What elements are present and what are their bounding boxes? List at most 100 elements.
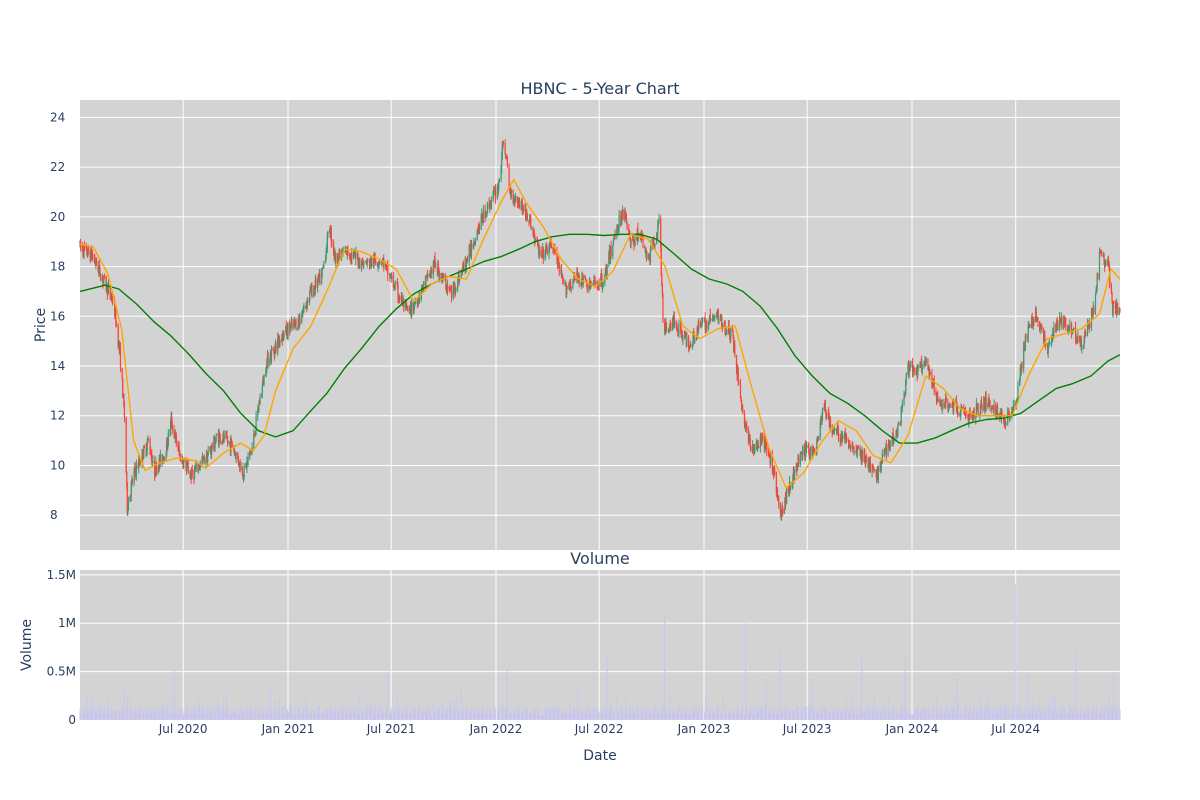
candle-body (827, 413, 829, 419)
volume-bar (781, 710, 783, 720)
candle-body (884, 447, 886, 451)
volume-bar (95, 708, 97, 720)
volume-bar (146, 715, 148, 720)
volume-bar (708, 708, 710, 720)
volume-bar (134, 711, 136, 720)
candle-body (158, 458, 160, 470)
candle-body (604, 274, 606, 285)
volume-bar (562, 708, 564, 720)
volume-bar (122, 711, 124, 720)
volume-bar (1067, 712, 1069, 720)
candle-body (939, 399, 941, 405)
volume-bar (915, 709, 917, 720)
volume-bar (961, 716, 963, 720)
volume-bar (500, 715, 502, 720)
candle-body (775, 473, 777, 493)
volume-bar (386, 712, 388, 720)
candle-body (570, 286, 572, 288)
volume-bar (355, 707, 357, 720)
candle-body (1101, 254, 1103, 256)
candle-body (792, 477, 794, 484)
volume-bar (920, 710, 922, 720)
volume-bar (803, 707, 805, 720)
volume-bar (267, 708, 269, 720)
volume-bar (952, 708, 954, 720)
candle-body (784, 497, 786, 509)
candle-body (749, 437, 751, 446)
candle-body (833, 429, 836, 431)
candle-body (438, 273, 441, 279)
volume-bar (484, 710, 486, 720)
volume-bar (90, 710, 92, 720)
volume-bar (183, 715, 185, 720)
candle-body (544, 248, 547, 253)
volume-bar (337, 708, 339, 720)
volume-bar (410, 711, 412, 720)
candle-body (489, 201, 491, 208)
volume-bar (1069, 705, 1071, 720)
volume-bar (821, 704, 823, 720)
volume-bar (988, 706, 990, 720)
volume-bar (162, 710, 164, 720)
volume-bar (470, 706, 472, 720)
volume-bar (211, 708, 213, 720)
volume-bar (427, 710, 429, 720)
candle-body (323, 261, 325, 265)
volume-bar (618, 708, 620, 720)
candle-body (713, 317, 715, 321)
volume-bar (460, 684, 462, 720)
candle-body (510, 190, 512, 199)
volume-bar (1114, 706, 1116, 720)
volume-bar (430, 715, 432, 720)
candle-body (829, 419, 832, 428)
volume-bar (685, 706, 687, 720)
candle-body (628, 228, 630, 232)
volume-bar (657, 714, 659, 720)
volume-bar (705, 713, 707, 720)
candle-body (378, 262, 380, 265)
volume-bar (317, 707, 319, 720)
volume-bar (888, 711, 890, 720)
candle-body (601, 286, 604, 288)
volume-bar (282, 712, 284, 720)
volume-bar (154, 712, 156, 720)
candle-body (1062, 319, 1065, 329)
candle-body (254, 430, 257, 436)
volume-bar (614, 716, 616, 720)
candle-body (87, 247, 90, 254)
volume-bar (371, 702, 373, 720)
volume-bar (959, 713, 961, 720)
volume-bar (421, 712, 423, 720)
candle-body (134, 467, 136, 472)
candle-body (637, 236, 640, 241)
volume-bar (773, 711, 775, 720)
candle-body (319, 272, 321, 284)
volume-bar (879, 715, 881, 720)
volume-bar (537, 707, 539, 720)
volume-bar (901, 707, 903, 720)
candle-body (405, 301, 407, 303)
candle-body (274, 345, 276, 355)
volume-bar (154, 707, 156, 720)
candle-body (1068, 326, 1070, 333)
volume-bar (166, 709, 168, 720)
volume-bar (358, 694, 360, 720)
volume-bar (613, 710, 615, 720)
candle-body (783, 508, 785, 514)
volume-bar (757, 706, 759, 720)
volume-bar (720, 713, 722, 720)
candle-body (698, 322, 700, 327)
volume-bar (576, 711, 578, 720)
candle-body (1044, 333, 1046, 342)
candle-body (861, 451, 864, 462)
candle-body (1108, 260, 1110, 264)
volume-bar (474, 712, 476, 720)
candle-body (845, 435, 848, 440)
candle-body (901, 407, 903, 409)
candle-body (111, 295, 113, 301)
candle-body (684, 331, 686, 334)
candle-body (729, 329, 731, 338)
volume-bar (213, 715, 215, 720)
volume-bar (301, 713, 303, 720)
volume-bar (410, 712, 412, 720)
